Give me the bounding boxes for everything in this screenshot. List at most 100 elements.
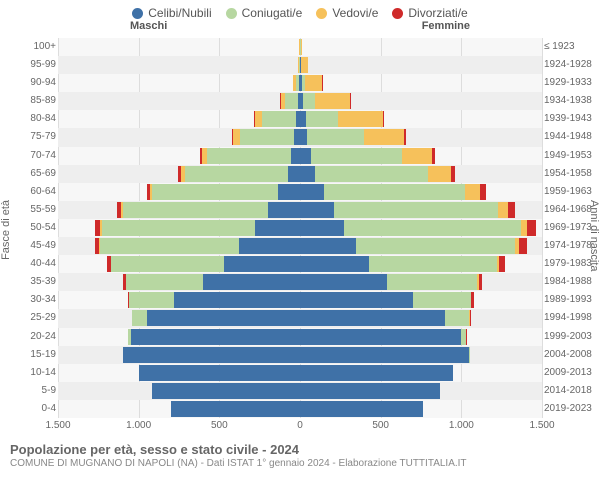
birth-year-label: 1984-1988: [544, 276, 598, 287]
age-label: 10-14: [2, 367, 56, 378]
bar-segment: [171, 401, 300, 417]
header-female: Femmine: [422, 20, 470, 32]
bar-segment: [262, 111, 296, 127]
male-bar: [200, 148, 300, 164]
male-bar: [95, 238, 300, 254]
bar-segment: [300, 310, 445, 326]
birth-year-label: 1929-1933: [544, 77, 598, 88]
bar-segment: [102, 220, 255, 236]
age-row: 50-541969-1973: [58, 219, 542, 237]
age-label: 85-89: [2, 95, 56, 106]
bar-segment: [203, 274, 300, 290]
bar-segment: [300, 184, 324, 200]
age-label: 70-74: [2, 150, 56, 161]
female-bar: [300, 401, 423, 417]
male-bar: [178, 166, 300, 182]
age-row: 65-691954-1958: [58, 165, 542, 183]
age-row: 85-891934-1938: [58, 92, 542, 110]
bar-segment: [432, 148, 435, 164]
age-row: 15-192004-2008: [58, 346, 542, 364]
bar-segment: [508, 202, 515, 218]
bar-segment: [300, 238, 356, 254]
male-bar: [171, 401, 300, 417]
birth-year-label: 1954-1958: [544, 168, 598, 179]
birth-year-label: 1959-1963: [544, 186, 598, 197]
age-row: 30-341989-1993: [58, 291, 542, 309]
bar-segment: [305, 75, 323, 91]
age-label: 40-44: [2, 258, 56, 269]
bar-segment: [445, 310, 469, 326]
bar-segment: [129, 292, 174, 308]
age-label: 0-4: [2, 403, 56, 414]
x-tick-label: 1.500: [45, 420, 70, 431]
bar-segment: [402, 148, 433, 164]
female-bar: [300, 202, 515, 218]
birth-year-label: 1974-1978: [544, 240, 598, 251]
bar-segment: [300, 292, 413, 308]
legend-item: Celibi/Nubili: [132, 6, 211, 20]
bar-segment: [100, 238, 239, 254]
x-tick-label: 500: [211, 420, 228, 431]
age-row: 0-42019-2023: [58, 400, 542, 418]
bar-segment: [307, 129, 363, 145]
bar-segment: [300, 166, 315, 182]
age-row: 100+≤ 1923: [58, 38, 542, 56]
bar-segment: [480, 184, 486, 200]
male-bar: [117, 202, 300, 218]
bar-segment: [185, 166, 288, 182]
bar-segment: [300, 202, 334, 218]
bar-segment: [207, 148, 291, 164]
bar-segment: [147, 310, 300, 326]
bar-segment: [300, 256, 369, 272]
age-label: 55-59: [2, 204, 56, 215]
age-row: 70-741949-1953: [58, 147, 542, 165]
bar-segment: [364, 129, 404, 145]
bar-segment: [268, 202, 300, 218]
birth-year-label: 2019-2023: [544, 403, 598, 414]
female-bar: [300, 383, 440, 399]
legend-item: Vedovi/e: [316, 6, 378, 20]
female-bar: [300, 220, 536, 236]
legend-item: Coniugati/e: [226, 6, 303, 20]
birth-year-label: 2009-2013: [544, 367, 598, 378]
bar-segment: [285, 93, 298, 109]
female-bar: [300, 57, 308, 73]
female-bar: [300, 292, 474, 308]
age-row: 5-92014-2018: [58, 382, 542, 400]
x-tick-label: 1.500: [529, 420, 554, 431]
male-bar: [232, 129, 300, 145]
bar-segment: [324, 184, 464, 200]
bar-segment: [288, 166, 300, 182]
age-row: 25-291994-1998: [58, 309, 542, 327]
legend-swatch: [316, 8, 327, 19]
bar-segment: [334, 202, 499, 218]
bar-segment: [132, 310, 147, 326]
legend-label: Coniugati/e: [242, 6, 303, 20]
male-bar: [123, 274, 300, 290]
female-bar: [300, 347, 470, 363]
birth-year-label: ≤ 1923: [544, 41, 598, 52]
bar-segment: [404, 129, 406, 145]
age-row: 95-991924-1928: [58, 56, 542, 74]
bar-segment: [174, 292, 300, 308]
bar-segment: [303, 93, 314, 109]
bar-segment: [356, 238, 514, 254]
bar-segment: [300, 220, 344, 236]
birth-year-label: 1964-1968: [544, 204, 598, 215]
bar-segment: [111, 256, 224, 272]
age-label: 90-94: [2, 77, 56, 88]
bar-segment: [311, 148, 401, 164]
male-bar: [128, 292, 300, 308]
female-bar: [300, 238, 527, 254]
birth-year-label: 1999-2003: [544, 331, 598, 342]
bar-segment: [123, 202, 268, 218]
birth-year-label: 1989-1993: [544, 294, 598, 305]
male-bar: [280, 93, 300, 109]
bar-segment: [291, 148, 300, 164]
male-bar: [95, 220, 300, 236]
bar-segment: [315, 166, 428, 182]
birth-year-label: 1934-1938: [544, 95, 598, 106]
female-bar: [300, 166, 455, 182]
age-label: 50-54: [2, 222, 56, 233]
male-bar: [152, 383, 300, 399]
